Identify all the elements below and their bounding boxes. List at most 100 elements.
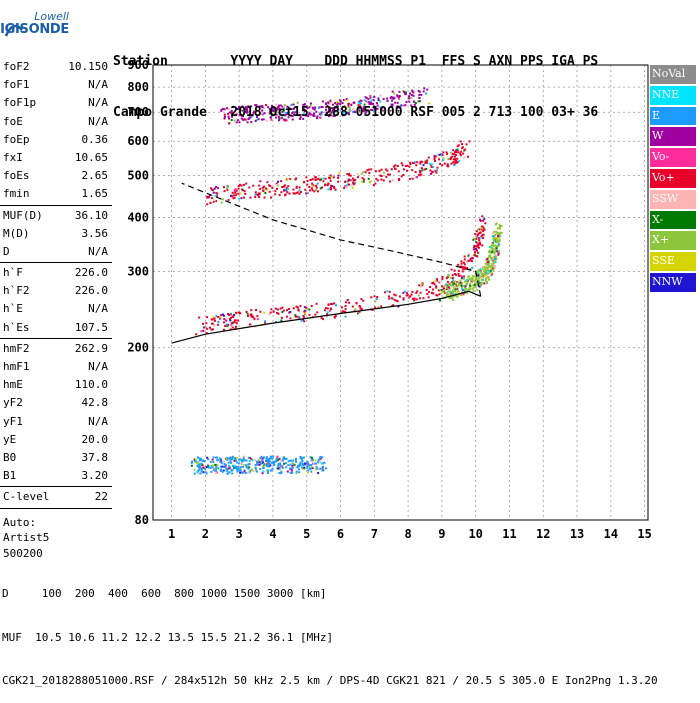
echo-point [219,465,222,468]
echo-point [244,472,247,475]
echo-point [468,284,471,287]
echo-point [393,298,396,301]
param-row: fmin 1.65 [0,185,112,203]
echo-point [285,315,288,318]
echo-point [195,333,198,336]
param-label: fxI [3,150,23,164]
param-row: foEs 2.65 [0,167,112,185]
param-label: C-level [3,490,50,504]
echo-point [298,468,301,471]
echo-point [254,193,257,196]
echo-point [250,121,253,124]
echo-point [310,305,313,308]
echo-point [283,189,286,192]
echo-point [394,167,397,170]
echo-point [360,99,363,102]
echo-point [225,107,228,110]
echo-point [215,185,218,188]
echo-point [329,302,332,305]
echo-point [442,285,445,288]
echo-point [358,310,361,313]
echo-point [423,87,426,90]
echo-point [209,467,212,470]
echo-point [292,459,295,462]
echo-point [220,462,223,465]
echo-point [359,105,362,108]
echo-point [324,307,327,310]
echo-point [375,102,378,105]
echo-point [365,110,368,113]
echo-point [390,297,393,300]
echo-point [211,318,214,321]
echo-point [237,462,240,465]
echo-point [330,110,333,113]
echo-point [445,152,448,155]
echo-point [248,459,251,462]
echo-point [463,156,466,159]
echo-point [384,291,387,294]
param-label: yF2 [3,396,23,410]
echo-point [460,150,463,153]
echo-point [302,112,305,115]
echo-point [298,192,301,195]
echo-point [197,466,200,469]
echo-point [449,151,452,154]
echo-point [196,471,199,474]
echo-point [283,105,286,108]
echo-point [374,300,377,303]
echo-point [391,90,394,93]
echo-point [478,285,481,288]
echo-point [370,180,373,183]
echo-point [286,177,289,180]
echo-point [418,96,421,99]
profile-bottomside-line [171,290,481,344]
param-label: foEp [3,132,30,146]
echo-point [410,104,413,107]
echo-point [334,188,337,191]
echo-point [476,270,479,273]
echo-point [203,460,206,463]
echo-point [205,472,208,475]
echo-point [261,106,264,109]
echo-point [244,105,247,108]
echo-point [257,460,260,463]
echo-point [391,103,394,106]
echo-point [282,118,285,121]
echo-point [385,175,388,178]
echo-point [369,101,372,104]
echo-point [412,100,415,103]
echo-point [303,310,306,313]
echo-point [227,313,230,316]
echo-point [301,462,304,465]
echo-point [277,459,280,462]
echo-point [317,471,320,474]
echo-point [294,111,297,114]
echo-point [260,118,263,121]
echo-point [243,111,246,114]
echo-point [434,280,437,283]
echo-point [389,97,392,100]
echo-point [332,107,335,110]
echo-point [321,100,324,103]
echo-point [225,323,228,326]
param-row: hmF2 262.9 [0,340,112,358]
echo-point [261,472,264,475]
echo-point [497,243,500,246]
echo-point [453,282,456,285]
echo-point [461,143,464,146]
echo-point [334,304,337,307]
echo-point [488,262,491,265]
echo-point [364,100,367,103]
echo-point [305,464,308,467]
echo-point [278,457,281,460]
echo-point [409,295,412,298]
echo-point [381,109,384,112]
echo-point [477,251,480,254]
echo-point [380,178,383,181]
param-label: D [3,244,10,258]
echo-point [306,107,309,110]
echo-point [281,110,284,113]
echo-point [286,105,289,108]
echo-point [471,288,474,291]
echo-point [229,316,232,319]
